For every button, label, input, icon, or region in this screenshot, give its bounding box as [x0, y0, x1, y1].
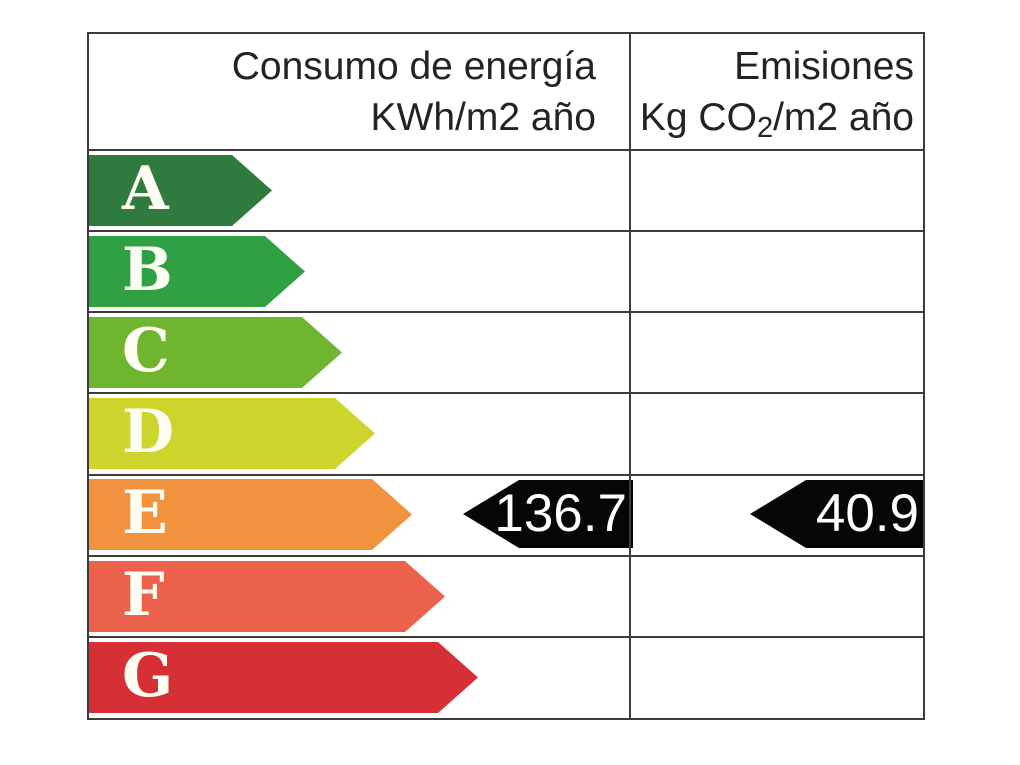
- row-separator-line: [87, 555, 925, 557]
- row-separator-line: [87, 392, 925, 394]
- consumption-header-line1: Consumo de energía: [231, 45, 596, 88]
- consumption-value-pointer: 136.7: [463, 480, 633, 548]
- rating-table: Consumo de energía KWh/m2 año Emisiones …: [87, 32, 925, 720]
- rating-bar-c: C: [89, 317, 342, 388]
- rating-letter-e: E: [122, 478, 168, 548]
- emissions-column-header: Emisiones Kg CO2/m2 año: [631, 32, 925, 149]
- row-separator-line: [87, 230, 925, 232]
- rating-letter-d: D: [122, 397, 175, 467]
- rating-bar-b: B: [89, 236, 305, 307]
- rating-bar-e: E: [89, 479, 412, 550]
- consumption-value: 136.7: [494, 484, 627, 543]
- column-divider-line: [629, 32, 631, 720]
- row-separator-line: [87, 311, 925, 313]
- consumption-column-header: Consumo de energía KWh/m2 año: [87, 32, 629, 149]
- emissions-header-line1: Emisiones: [734, 45, 914, 88]
- rating-bar-g: G: [89, 642, 478, 713]
- rating-letter-a: A: [122, 154, 169, 224]
- rating-letter-b: B: [122, 235, 173, 305]
- emissions-value: 40.9: [815, 484, 919, 543]
- rating-bar-a: A: [89, 155, 272, 226]
- co2-subscript: 2: [756, 112, 774, 144]
- rating-bar-d: D: [89, 398, 375, 469]
- emissions-unit: Kg CO2/m2 año: [639, 96, 914, 144]
- rating-bar-f: F: [89, 561, 445, 632]
- row-separator-line: [87, 474, 925, 476]
- rating-letter-f: F: [122, 560, 165, 630]
- rating-letter-g: G: [122, 641, 174, 711]
- emissions-value-pointer: 40.9: [750, 480, 925, 548]
- row-separator-line: [87, 636, 925, 638]
- consumption-unit: KWh/m2 año: [370, 96, 596, 139]
- row-separator-line: [87, 149, 925, 151]
- rating-letter-c: C: [122, 316, 170, 386]
